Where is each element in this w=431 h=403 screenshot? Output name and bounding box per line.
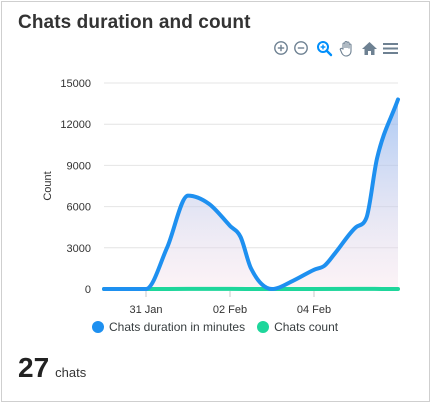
legend-marker-duration	[92, 321, 104, 333]
duration-series-line[interactable]	[102, 97, 400, 291]
y-tick-label: 6000	[67, 202, 91, 214]
y-tick-label: 9000	[67, 160, 91, 172]
zoom-out-icon[interactable]	[292, 39, 310, 57]
x-tick-label: 02 Feb	[213, 304, 247, 316]
legend-item-duration[interactable]: Chats duration in minutes	[92, 320, 245, 334]
y-tick-label: 12000	[60, 119, 91, 131]
zoom-in-icon[interactable]	[272, 39, 290, 57]
zoom-selection-icon[interactable]	[315, 39, 333, 57]
legend-label-count: Chats count	[274, 320, 339, 334]
chart-title: Chats duration and count	[18, 12, 251, 33]
legend-marker-count	[257, 321, 270, 333]
legend-item-count[interactable]: Chats count	[257, 320, 338, 334]
y-axis: 0 3000 6000 9000 12000 15000	[60, 78, 91, 296]
legend-label-duration: Chats duration in minutes	[109, 320, 246, 334]
chart-legend: Chats duration in minutes Chats count	[92, 320, 338, 334]
x-axis: 31 Jan 02 Feb 04 Feb	[129, 291, 331, 316]
chat-summary: 27 chats	[18, 352, 86, 384]
chat-count-value: 27	[18, 352, 50, 383]
menu-icon[interactable]	[381, 39, 399, 57]
y-tick-label: 0	[85, 284, 91, 296]
duration-series-area	[104, 99, 398, 289]
chat-count-unit: chats	[55, 365, 87, 380]
chart-plot: 0 3000 6000 9000 12000 15000 Count 31 Jan 02 F…	[42, 78, 400, 316]
y-tick-label: 3000	[67, 243, 91, 255]
y-axis-label: Count	[42, 171, 54, 200]
pan-hand-icon[interactable]	[337, 39, 355, 57]
x-tick-label: 31 Jan	[129, 304, 162, 316]
x-tick-label: 04 Feb	[297, 304, 331, 316]
y-tick-label: 15000	[60, 78, 91, 90]
reset-home-icon[interactable]	[360, 39, 378, 57]
